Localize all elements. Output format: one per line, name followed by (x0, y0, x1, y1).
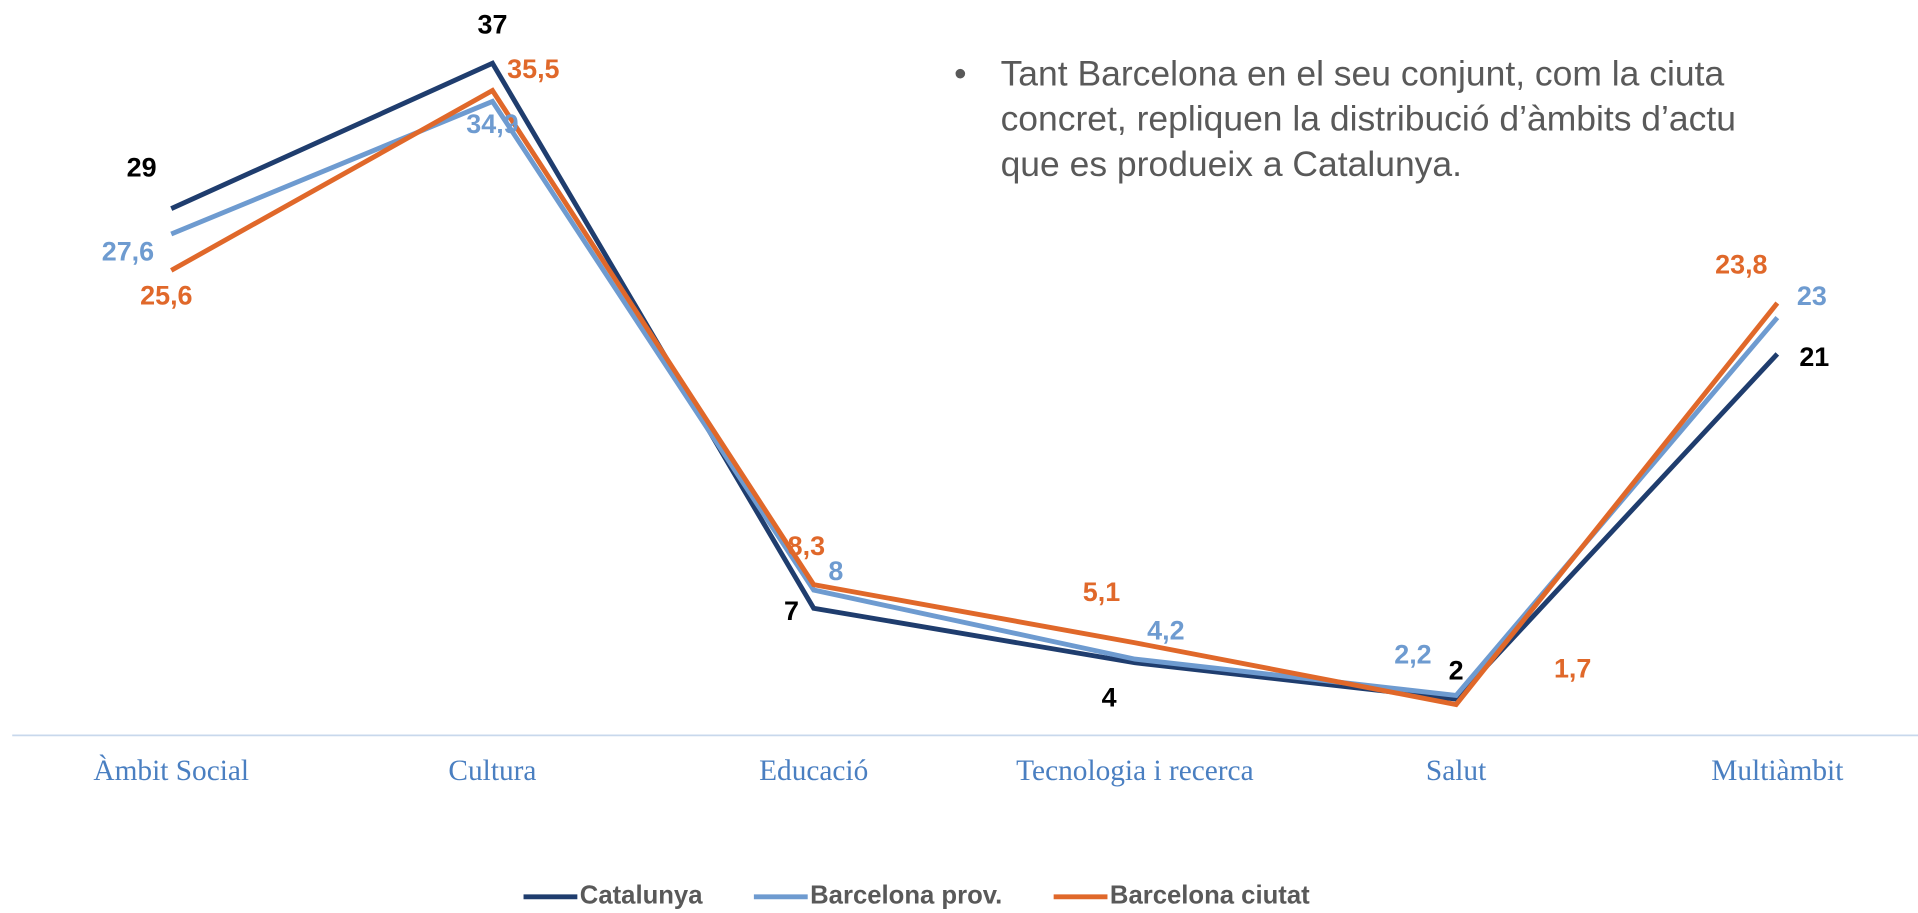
data-label: 23 (1797, 281, 1827, 311)
x-tick-label: Salut (1426, 755, 1486, 787)
data-label: 35,5 (507, 54, 559, 84)
data-label: 27,6 (102, 237, 154, 267)
data-label: 2 (1449, 655, 1464, 685)
series-line (170, 60, 1780, 702)
data-label: 1,7 (1554, 653, 1591, 683)
data-label: 5,1 (1083, 577, 1120, 607)
x-tick-label: Àmbit Social (93, 754, 249, 787)
data-label: 25,6 (140, 280, 192, 310)
annotation: que es produeix a Catalunya. (1001, 144, 1462, 184)
data-label: 21 (1799, 342, 1829, 372)
data-label: 23,8 (1715, 249, 1767, 279)
bullet: • (954, 53, 966, 93)
series-line (170, 87, 1780, 708)
data-label: 29 (127, 153, 157, 183)
data-label: 8,3 (788, 531, 825, 561)
annotation: Tant Barcelona en el seu conjunt, com la… (1001, 53, 1725, 93)
data-label: 4,2 (1147, 615, 1184, 645)
data-label: 34,9 (466, 109, 518, 139)
x-tick-label: Multiàmbit (1711, 755, 1843, 787)
x-tick-label: Cultura (448, 755, 536, 787)
data-label: 8 (828, 556, 843, 586)
legend-label: Barcelona ciutat (1110, 882, 1310, 910)
legend-label: Barcelona prov. (810, 882, 1002, 910)
data-label: 37 (477, 10, 507, 40)
data-label: 4 (1102, 683, 1117, 713)
data-label: 7 (784, 596, 799, 626)
legend-label: Catalunya (580, 882, 703, 910)
data-label: 2,2 (1394, 639, 1431, 669)
series-line (170, 98, 1780, 699)
x-tick-label: Tecnologia i recerca (1016, 755, 1253, 787)
x-tick-label: Educació (759, 755, 868, 787)
annotation: concret, repliquen la distribució d’àmbi… (1001, 99, 1736, 139)
